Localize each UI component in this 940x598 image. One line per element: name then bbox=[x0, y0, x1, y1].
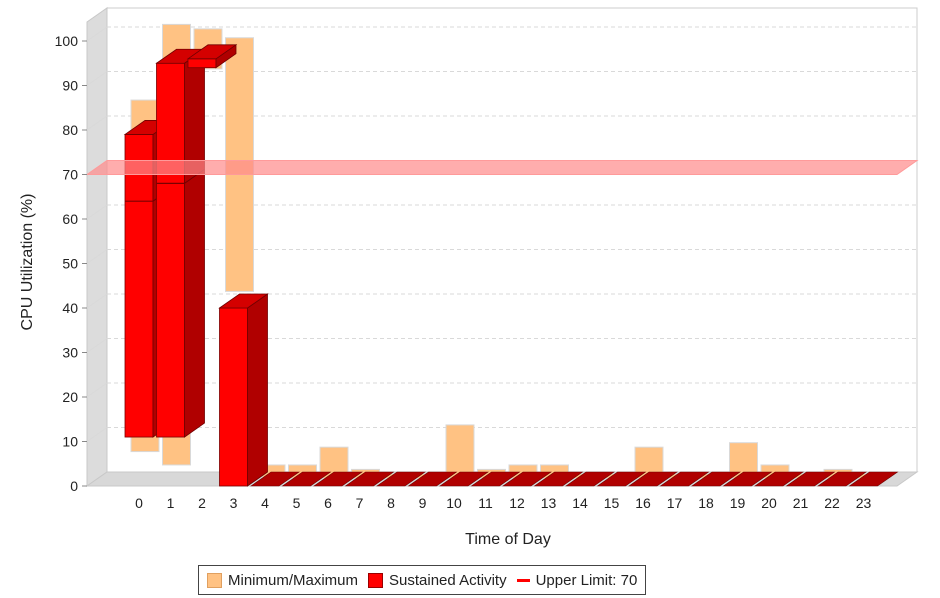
x-tick-label: 5 bbox=[293, 495, 301, 511]
sustained-bar bbox=[817, 471, 867, 487]
x-tick-label: 0 bbox=[135, 495, 143, 511]
x-tick-label: 2 bbox=[198, 495, 206, 511]
legend-label-sustained: Sustained Activity bbox=[389, 571, 507, 589]
x-tick-label: 20 bbox=[761, 495, 777, 511]
y-tick-label: 30 bbox=[62, 345, 78, 361]
gridline-side bbox=[86, 115, 108, 131]
y-tick-label: 10 bbox=[62, 434, 78, 450]
sustained-bar bbox=[659, 471, 710, 487]
y-tick-label: 0 bbox=[70, 478, 78, 494]
sustained-bar bbox=[250, 471, 300, 487]
sustained-bar-side bbox=[247, 293, 268, 487]
x-tick-label: 15 bbox=[604, 495, 620, 511]
legend-swatch-sustained bbox=[368, 572, 384, 588]
sustained-bar bbox=[344, 471, 395, 487]
sustained-bar bbox=[691, 471, 741, 487]
x-tick-label: 18 bbox=[698, 495, 714, 511]
sustained-bar bbox=[439, 471, 489, 487]
sustained-bar-side bbox=[184, 48, 205, 438]
x-tick-label: 21 bbox=[793, 495, 809, 511]
x-tick-label: 4 bbox=[261, 495, 269, 511]
x-tick-label: 10 bbox=[446, 495, 462, 511]
legend-item-upper-limit: Upper Limit: 70 bbox=[516, 571, 638, 589]
legend-swatch-upper-limit bbox=[516, 578, 530, 582]
sustained-bar bbox=[596, 471, 647, 487]
y-tick-label: 70 bbox=[62, 167, 78, 183]
y-tick-label: 100 bbox=[55, 33, 79, 49]
sustained-bar bbox=[754, 471, 804, 487]
gridline-side bbox=[86, 427, 108, 442]
x-tick-label: 14 bbox=[572, 495, 588, 511]
y-tick-label: 80 bbox=[62, 122, 78, 138]
x-tick-label: 8 bbox=[387, 495, 395, 511]
x-tick-label: 22 bbox=[824, 495, 840, 511]
legend: Minimum/Maximum Sustained Activity Upper… bbox=[198, 565, 647, 595]
legend-item-min-max: Minimum/Maximum bbox=[207, 572, 358, 589]
y-tick-label: 20 bbox=[62, 389, 78, 405]
x-tick-label: 17 bbox=[667, 495, 683, 511]
sustained-bar bbox=[533, 471, 584, 487]
sustained-bar-top bbox=[218, 293, 269, 309]
gridline-side bbox=[86, 204, 108, 220]
legend-label-upper-limit: Upper Limit: 70 bbox=[535, 571, 638, 589]
x-tick-label: 1 bbox=[167, 495, 175, 511]
upper-limit-band bbox=[85, 160, 919, 175]
sustained-bar bbox=[628, 471, 678, 487]
y-axis: 0 10 20 30 40 50 60 70 80 90 100 bbox=[55, 33, 87, 494]
sustained-bar bbox=[565, 471, 615, 487]
chart-walls bbox=[85, 7, 919, 487]
y-tick-label: 60 bbox=[62, 211, 78, 227]
bars bbox=[123, 23, 899, 487]
x-axis: 0 1 2 3 4 5 6 7 8 9 10 11 12 13 14 15 16 17 18 19 20 21 22 23 bbox=[135, 495, 871, 511]
x-tick-label: 13 bbox=[541, 495, 557, 511]
sustained-bar bbox=[156, 62, 185, 438]
upper-limit-band-shape bbox=[85, 160, 919, 175]
sustained-bar bbox=[124, 134, 154, 438]
x-tick-label: 23 bbox=[856, 495, 872, 511]
sustained-bar bbox=[848, 471, 899, 487]
sustained-bar bbox=[470, 471, 521, 487]
x-tick-label: 7 bbox=[356, 495, 364, 511]
x-tick-label: 6 bbox=[324, 495, 332, 511]
gridline-side bbox=[86, 382, 108, 398]
sustained-bar bbox=[187, 58, 217, 69]
sustained-bar bbox=[219, 307, 248, 487]
gridline-side bbox=[86, 71, 108, 86]
sustained-bar bbox=[281, 471, 332, 487]
y-tick-label: 90 bbox=[62, 78, 78, 94]
legend-swatch-min-max bbox=[207, 572, 222, 588]
legend-label-min-max: Minimum/Maximum bbox=[228, 571, 359, 589]
sustained-bar bbox=[407, 471, 458, 487]
x-tick-label: 9 bbox=[419, 495, 427, 511]
sustained-bar bbox=[722, 471, 773, 487]
gridline-side bbox=[86, 293, 108, 309]
legend-item-sustained: Sustained Activity bbox=[368, 572, 507, 589]
sustained-bar bbox=[785, 471, 836, 487]
sustained-bar bbox=[376, 471, 426, 487]
y-tick-label: 40 bbox=[62, 300, 78, 316]
gridline-side bbox=[86, 338, 108, 353]
y-axis-label: CPU Utilization (%) bbox=[19, 194, 36, 331]
x-tick-label: 3 bbox=[230, 495, 238, 511]
y-tick-label: 50 bbox=[62, 256, 78, 272]
sustained-bar bbox=[313, 471, 363, 487]
sustained-bar-top bbox=[186, 44, 238, 60]
side-wall bbox=[86, 7, 108, 487]
x-tick-label: 12 bbox=[509, 495, 525, 511]
x-tick-label: 19 bbox=[730, 495, 746, 511]
gridline-side bbox=[86, 26, 108, 42]
x-axis-label: Time of Day bbox=[465, 531, 551, 548]
sustained-bar bbox=[502, 471, 552, 487]
x-tick-label: 11 bbox=[478, 495, 493, 511]
x-tick-label: 16 bbox=[635, 495, 651, 511]
gridline-side bbox=[86, 249, 108, 264]
min-max-bar bbox=[445, 424, 475, 479]
